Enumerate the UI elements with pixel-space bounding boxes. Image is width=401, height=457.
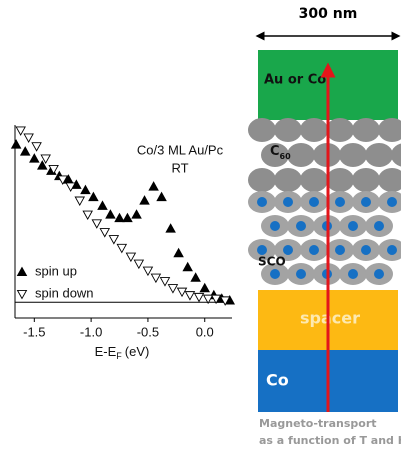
- data-point: [195, 293, 204, 301]
- x-tick-label: -0.5: [137, 324, 159, 339]
- c60-molecule: [352, 118, 380, 142]
- data-point: [115, 214, 124, 222]
- x-axis-label: E-EF(eV): [95, 344, 150, 361]
- data-point: [132, 210, 141, 218]
- sco-center: [374, 221, 384, 231]
- sco-center: [387, 245, 397, 255]
- x-label-unit: (eV): [125, 344, 150, 359]
- bottom-layer-label: Co: [266, 371, 289, 390]
- c60-molecule: [339, 143, 367, 167]
- sco-center: [348, 221, 358, 231]
- data-point: [168, 285, 177, 293]
- legend-label: spin up: [35, 263, 77, 278]
- data-point: [109, 236, 118, 244]
- sco-center: [335, 197, 345, 207]
- sco-center: [283, 197, 293, 207]
- x-tick-label: 0.0: [196, 324, 214, 339]
- x-tick-label: -1.0: [80, 324, 102, 339]
- sco-center: [387, 197, 397, 207]
- device-diagram: 300 nm Au or Co C60 SCO spacer Co Magnet…: [248, 6, 401, 447]
- c60-molecule: [300, 168, 328, 192]
- legend-marker: [18, 290, 27, 298]
- sco-center: [309, 197, 319, 207]
- sco-center: [348, 269, 358, 279]
- sco-center: [296, 269, 306, 279]
- sco-center: [361, 245, 371, 255]
- c60-molecule: [248, 168, 276, 192]
- data-point: [183, 263, 192, 271]
- c60-molecule: [326, 118, 354, 142]
- data-point: [21, 147, 30, 155]
- sco-center: [296, 221, 306, 231]
- page: {"chart_data": {"type": "scatter", "anno…: [0, 0, 401, 457]
- c60-molecule: [274, 118, 302, 142]
- c60-molecule: [287, 143, 315, 167]
- c60-molecule: [326, 168, 354, 192]
- c60-molecule: [365, 143, 393, 167]
- sco-center: [335, 245, 345, 255]
- data-point: [157, 193, 166, 201]
- annotation: Co/3 ML Au/Pc: [137, 142, 224, 157]
- annotation: RT: [171, 160, 188, 175]
- data-point: [100, 229, 109, 237]
- x-label-main: E-E: [95, 344, 117, 359]
- data-point: [98, 201, 107, 209]
- sco-label: SCO: [258, 255, 286, 269]
- data-point: [106, 210, 115, 218]
- data-point: [83, 211, 92, 219]
- c60-main: C: [270, 144, 280, 159]
- data-point: [32, 143, 41, 151]
- data-point: [191, 273, 200, 281]
- caption: as a function of T and H: [259, 434, 401, 447]
- data-point: [166, 224, 175, 232]
- sco-center: [283, 245, 293, 255]
- sco-center: [309, 245, 319, 255]
- c60-molecule: [274, 168, 302, 192]
- top-layer-label: Au or Co: [264, 73, 326, 88]
- data-point: [30, 154, 39, 162]
- data-point: [92, 220, 101, 228]
- x-tick-label: -1.5: [23, 324, 45, 339]
- sco-center: [270, 221, 280, 231]
- data-point: [178, 288, 187, 296]
- c60-molecule: [352, 168, 380, 192]
- data-point: [117, 244, 126, 252]
- data-point: [24, 134, 33, 142]
- spacer-label: spacer: [300, 309, 360, 328]
- data-point: [123, 214, 132, 222]
- c60-molecule: [300, 118, 328, 142]
- sco-center: [257, 197, 267, 207]
- width-label: 300 nm: [299, 6, 358, 22]
- c60-sub: 60: [280, 152, 292, 161]
- data-point: [151, 274, 160, 282]
- data-point: [75, 197, 84, 205]
- data-point: [140, 196, 149, 204]
- sco-center: [257, 245, 267, 255]
- legend-label: spin down: [35, 285, 94, 300]
- data-point: [200, 284, 209, 292]
- c60-molecule: [248, 118, 276, 142]
- x-label-sub: F: [116, 351, 122, 361]
- data-point: [149, 182, 158, 190]
- sco-center: [361, 197, 371, 207]
- data-point: [174, 249, 183, 257]
- data-point: [185, 292, 194, 300]
- sco-center: [374, 269, 384, 279]
- data-point: [134, 260, 143, 268]
- sco-center: [270, 269, 280, 279]
- legend-marker: [18, 268, 27, 276]
- data-point: [81, 186, 90, 194]
- figure: Co/3 ML Au/Pc RT E-EF(eV) 300 nm Au or C…: [0, 0, 401, 457]
- caption: Magneto-transport: [259, 417, 377, 430]
- data-point: [12, 140, 21, 148]
